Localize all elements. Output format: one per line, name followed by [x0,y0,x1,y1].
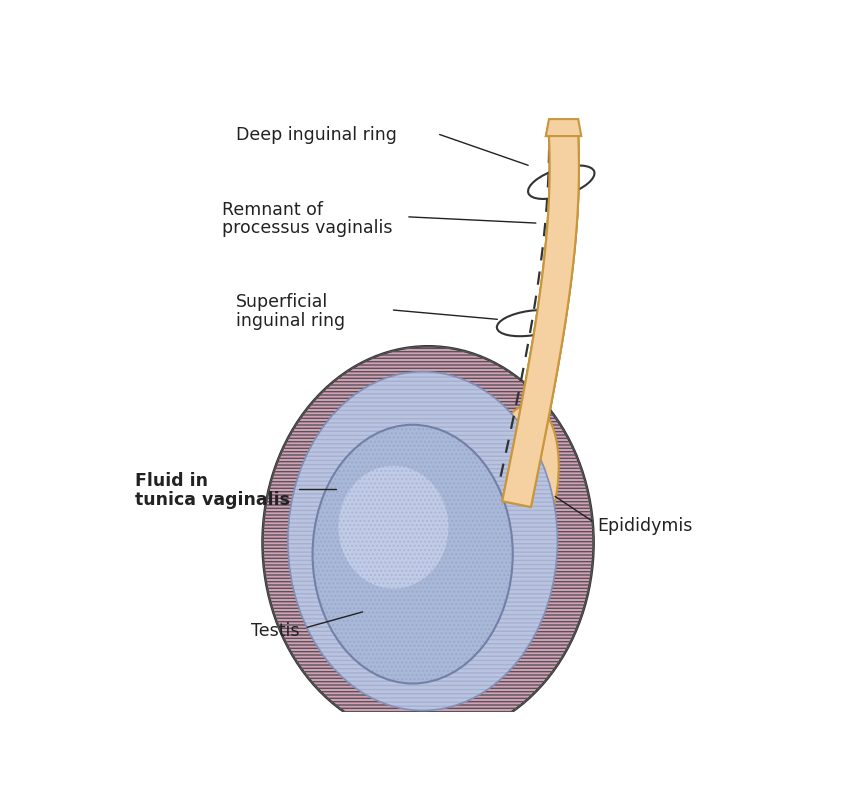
Text: Epididymis: Epididymis [597,517,693,534]
Text: Remnant of: Remnant of [222,201,323,219]
Polygon shape [545,119,581,136]
Text: processus vaginalis: processus vaginalis [222,219,393,238]
Ellipse shape [288,372,557,710]
Ellipse shape [312,425,513,683]
Polygon shape [502,122,579,507]
Text: Superficial: Superficial [236,294,328,311]
Ellipse shape [262,346,594,739]
Polygon shape [545,123,580,136]
Text: Fluid in: Fluid in [135,472,208,490]
Text: tunica vaginalis: tunica vaginalis [135,491,290,510]
Text: Testis: Testis [251,622,300,640]
Text: Deep inguinal ring: Deep inguinal ring [236,126,397,143]
Text: inguinal ring: inguinal ring [236,312,345,330]
Polygon shape [502,122,579,507]
Ellipse shape [483,405,559,565]
Polygon shape [502,122,579,507]
Ellipse shape [339,466,448,589]
